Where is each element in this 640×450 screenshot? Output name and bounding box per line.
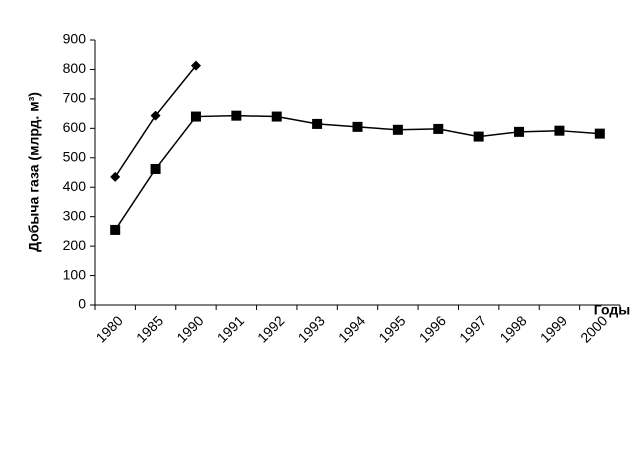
y-tick-label: 100 [63, 266, 87, 282]
y-tick-label: 600 [63, 119, 87, 135]
marker [110, 171, 121, 182]
x-tick-label: 1985 [133, 312, 166, 345]
y-axis-label: Добыча газа (млрд. м³) [26, 92, 42, 252]
marker [271, 111, 282, 122]
x-tick-label: 1994 [335, 312, 368, 345]
x-tick-label: 1993 [295, 312, 328, 345]
x-tick-label: 1991 [214, 312, 247, 345]
marker [392, 124, 403, 135]
series-line [114, 65, 197, 178]
x-tick-label: 1996 [416, 312, 449, 345]
x-tick-label: 1980 [93, 312, 126, 345]
y-tick-label: 900 [63, 31, 87, 47]
marker [312, 118, 323, 129]
marker [110, 224, 121, 235]
marker [231, 110, 242, 121]
x-tick-label: 1997 [456, 312, 489, 345]
marker [190, 60, 201, 71]
marker [150, 163, 161, 174]
x-axis-label: Годы [594, 302, 630, 318]
y-tick-label: 500 [63, 148, 87, 164]
y-tick-label: 0 [78, 296, 86, 312]
marker [190, 111, 201, 122]
marker [514, 126, 525, 137]
marker [594, 128, 605, 139]
marker [473, 131, 484, 142]
y-tick-label: 400 [63, 178, 87, 194]
x-tick-label: 1999 [537, 312, 570, 345]
y-tick-label: 300 [63, 207, 87, 223]
x-tick-label: 1992 [254, 312, 287, 345]
y-tick-label: 700 [63, 90, 87, 106]
y-tick-label: 200 [63, 237, 87, 253]
marker [352, 121, 363, 132]
x-tick-label: 1998 [496, 312, 529, 345]
marker [433, 123, 444, 134]
marker [554, 125, 565, 136]
x-tick-label: 1995 [375, 312, 408, 345]
marker [150, 110, 161, 121]
series-line [114, 114, 600, 231]
y-tick-label: 800 [63, 60, 87, 76]
x-tick-label: 1990 [173, 312, 206, 345]
